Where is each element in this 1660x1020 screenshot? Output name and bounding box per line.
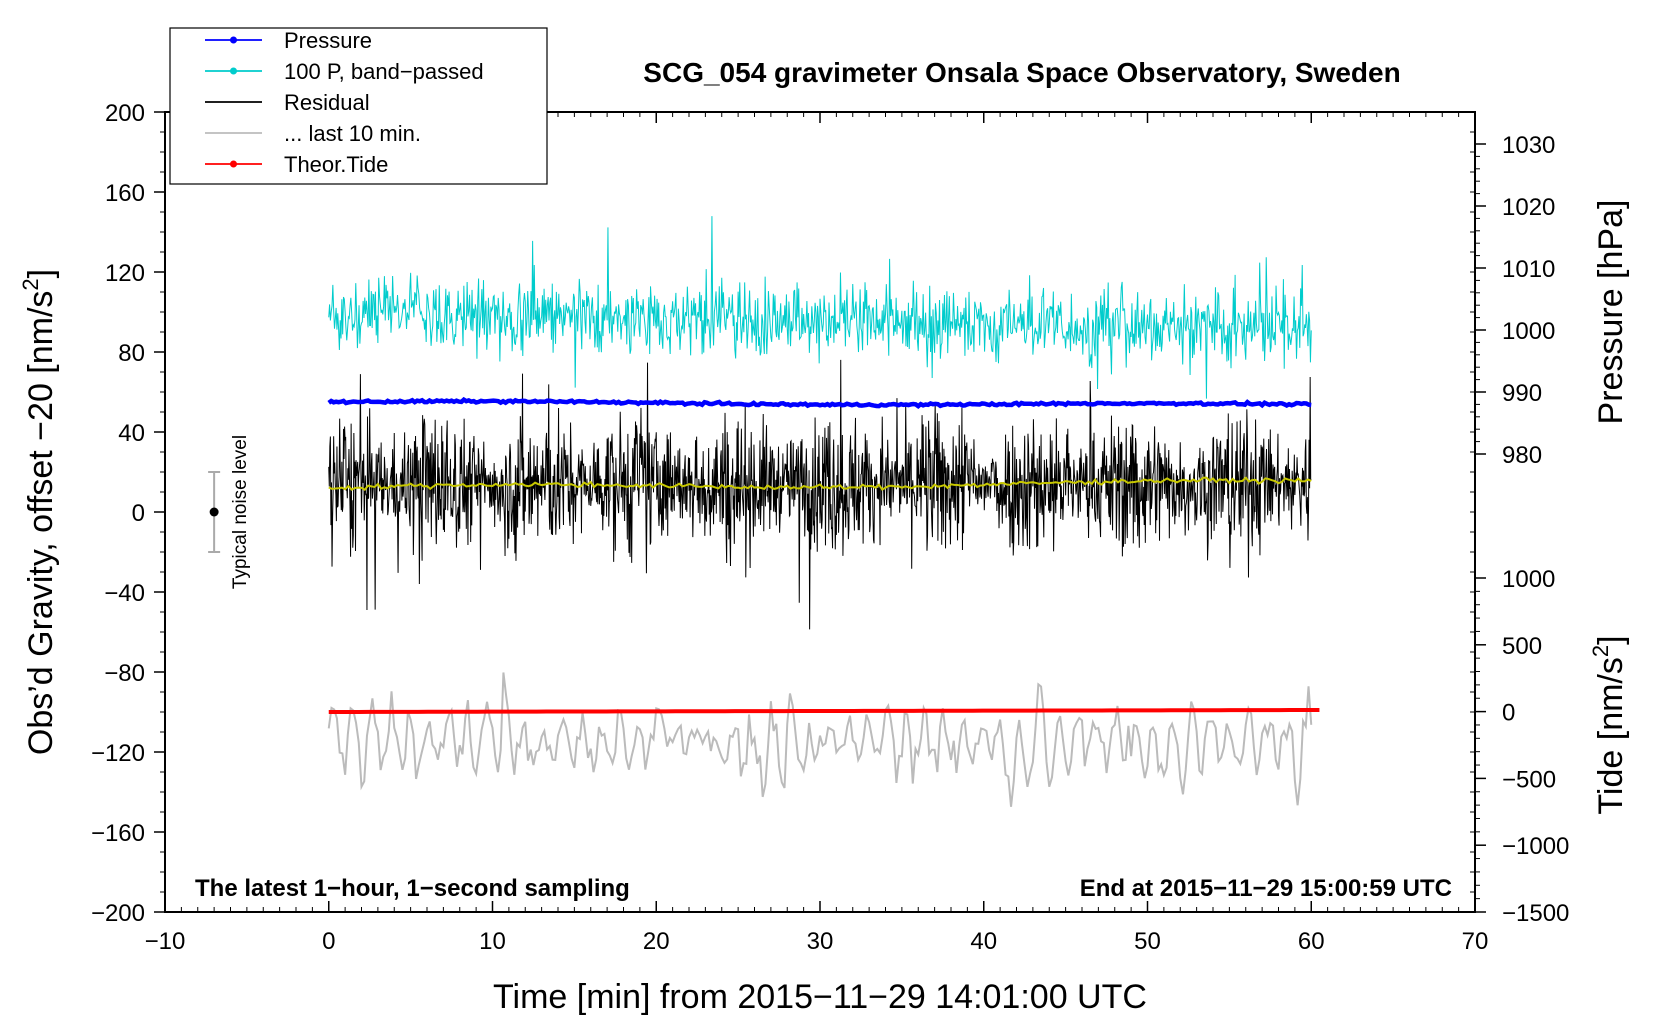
tide-tick-label-0: 0 (1502, 700, 1515, 727)
series-last-10-min-line (327, 672, 1313, 807)
x-tick-label-40: 40 (970, 928, 997, 955)
series-band-passed-line (328, 216, 1312, 399)
noise-bar-center-dot (209, 507, 219, 517)
tide-tick-label-1000: 1000 (1502, 566, 1555, 593)
y-tick-label--40: −40 (104, 580, 145, 607)
chart-title: SCG_054 gravimeter Onsala Space Observat… (643, 57, 1400, 88)
annotation-left: The latest 1−hour, 1−second sampling (195, 875, 630, 902)
series-theor-tide-line (328, 708, 1320, 714)
legend-label-3: ... last 10 min. (284, 121, 421, 146)
y-tick-label-40: 40 (118, 420, 145, 447)
pressure-tick-label-990: 990 (1502, 380, 1542, 407)
x-tick-label-70: 70 (1462, 928, 1489, 955)
y-tick-label-0: 0 (132, 500, 145, 527)
legend-box (169, 27, 548, 185)
y-axis-title-left-end: ] (22, 269, 60, 278)
y-tick-label-80: 80 (118, 340, 145, 367)
tide-tick-label--500: −500 (1502, 766, 1556, 793)
y-axis-title-tide-end: ] (1592, 635, 1630, 644)
noise-level-label: Typical noise level (230, 435, 251, 589)
y-tick-label-160: 160 (105, 180, 145, 207)
x-tick-label-30: 30 (807, 928, 834, 955)
x-tick-label-50: 50 (1134, 928, 1161, 955)
annotation-right: End at 2015−11−29 15:00:59 UTC (1080, 875, 1452, 902)
y-axis-title-pressure: Pressure [hPa] (1592, 200, 1630, 425)
y-axis-title-left: Obs’d Gravity, offset −20 [nm/s2] (18, 269, 60, 755)
legend-marker-0 (230, 36, 237, 44)
tick-layer: −10 0 10 20 30 40 50 60 70−200−160−120−80−400408… (91, 100, 1569, 955)
x-tick-label-0: 0 (322, 928, 335, 955)
y-axis-title-tide: Tide [nm/s2] (1588, 635, 1630, 814)
x-tick-label-60: 60 (1298, 928, 1325, 955)
tide-tick-label-500: 500 (1502, 633, 1542, 660)
y-axis-title-tide-main: Tide [nm/s (1592, 657, 1630, 814)
y-tick-label-120: 120 (105, 260, 145, 287)
noise-level-indicator (208, 471, 221, 553)
x-tick-label--10: −10 (145, 928, 186, 955)
y-tick-label--120: −120 (91, 740, 145, 767)
legend-marker-1 (230, 67, 237, 75)
x-tick-label-20: 20 (643, 928, 670, 955)
y-axis-title-left-sup: 2 (18, 278, 43, 290)
legend-label-4: Theor.Tide (284, 152, 388, 177)
y-tick-label-200: 200 (105, 100, 145, 127)
pressure-tick-label-980: 980 (1502, 442, 1542, 469)
series-pressure-line (327, 396, 1312, 410)
legend-entries: Pressure 100 P, band−passed Residual ... la… (205, 28, 484, 177)
y-tick-label--80: −80 (104, 660, 145, 687)
y-axis-title-left-main: Obs’d Gravity, offset −20 [nm/s (22, 291, 60, 756)
series-layer (327, 216, 1320, 807)
y-tick-label--160: −160 (91, 820, 145, 847)
series-residual-line (328, 359, 1312, 630)
pressure-tick-label-1030: 1030 (1502, 132, 1555, 159)
x-tick-label-10: 10 (479, 928, 506, 955)
series-residual-smoothed-line (328, 476, 1312, 492)
x-axis-title: Time [min] from 2015−11−29 14:01:00 UTC (493, 978, 1147, 1016)
legend-label-2: Residual (284, 90, 370, 115)
pressure-tick-label-1020: 1020 (1502, 194, 1555, 221)
tide-tick-label--1500: −1500 (1502, 900, 1569, 927)
y-axis-title-tide-sup: 2 (1588, 645, 1613, 657)
legend-label-1: 100 P, band−passed (284, 59, 484, 84)
y-tick-label--200: −200 (91, 900, 145, 927)
legend-label-0: Pressure (284, 28, 372, 53)
pressure-tick-label-1010: 1010 (1502, 256, 1555, 283)
legend-marker-4 (230, 160, 237, 168)
legend: Pressure 100 P, band−passed Residual ... la… (169, 27, 548, 185)
pressure-tick-label-1000: 1000 (1502, 318, 1555, 345)
tide-tick-label--1000: −1000 (1502, 833, 1569, 860)
